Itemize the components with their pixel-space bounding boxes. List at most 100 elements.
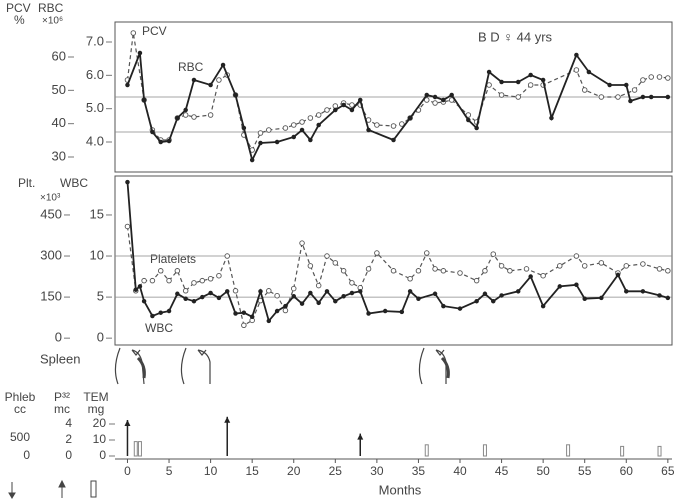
y-unit: ×10³ bbox=[40, 193, 61, 204]
data-point bbox=[457, 306, 463, 311]
data-point bbox=[390, 123, 397, 129]
arrow-head bbox=[224, 416, 231, 423]
data-point bbox=[432, 94, 438, 100]
data-point bbox=[432, 266, 438, 272]
data-point bbox=[333, 107, 338, 113]
x-tick-label: 30 bbox=[370, 464, 384, 478]
series-line bbox=[126, 52, 668, 163]
data-point bbox=[424, 97, 430, 103]
data-point bbox=[540, 77, 546, 83]
y2-label: WBC bbox=[60, 176, 88, 190]
tem-bar bbox=[424, 444, 429, 457]
spleen-label: Spleen bbox=[40, 351, 80, 366]
data-point bbox=[490, 251, 497, 257]
data-point bbox=[466, 117, 471, 123]
y-tick-label: 4.0 bbox=[86, 133, 104, 148]
data-point bbox=[333, 298, 338, 304]
data-point bbox=[615, 272, 621, 278]
data-point bbox=[482, 291, 488, 297]
data-point bbox=[624, 82, 629, 88]
data-point bbox=[628, 98, 633, 104]
data-point bbox=[640, 94, 646, 100]
data-point bbox=[137, 284, 143, 289]
data-point bbox=[299, 127, 305, 133]
y-tick-label: 15 bbox=[90, 206, 104, 221]
x-tick-label: 60 bbox=[620, 464, 634, 478]
data-point bbox=[241, 310, 247, 315]
data-point bbox=[582, 296, 587, 301]
data-point bbox=[199, 277, 206, 284]
data-point bbox=[220, 62, 226, 68]
y-tick-label: 0 bbox=[65, 448, 72, 462]
data-point bbox=[366, 127, 371, 133]
data-point bbox=[648, 94, 654, 100]
data-point bbox=[175, 115, 180, 121]
data-point bbox=[615, 94, 621, 100]
data-point bbox=[308, 290, 313, 296]
data-point bbox=[407, 275, 413, 282]
data-point bbox=[274, 292, 280, 299]
y-tick-label: 6.0 bbox=[86, 67, 104, 82]
arrow-head bbox=[357, 433, 364, 440]
data-point bbox=[656, 74, 663, 80]
data-point bbox=[540, 303, 546, 309]
data-point bbox=[598, 94, 605, 100]
data-point bbox=[474, 298, 479, 304]
data-point bbox=[416, 296, 421, 301]
axis-label: TEM bbox=[83, 390, 108, 404]
data-point bbox=[486, 69, 492, 75]
data-point bbox=[424, 250, 430, 256]
data-point bbox=[158, 310, 163, 315]
data-point bbox=[598, 260, 605, 266]
data-point bbox=[315, 112, 322, 118]
data-point bbox=[324, 107, 330, 113]
data-point bbox=[137, 50, 143, 56]
data-point bbox=[299, 119, 305, 125]
tem-bar bbox=[482, 444, 487, 457]
data-point bbox=[315, 282, 322, 289]
x-tick-label: 45 bbox=[495, 464, 509, 478]
data-point bbox=[491, 298, 496, 304]
data-point bbox=[274, 139, 280, 145]
data-point bbox=[299, 301, 305, 306]
y-tick-label: 10 bbox=[90, 247, 104, 262]
data-point bbox=[249, 314, 255, 320]
data-point bbox=[191, 114, 197, 120]
series-label: Platelets bbox=[150, 252, 196, 266]
data-point bbox=[324, 253, 330, 259]
data-point bbox=[581, 87, 588, 93]
data-point bbox=[290, 285, 297, 292]
x-tick-label: 0 bbox=[124, 464, 131, 478]
data-point bbox=[283, 303, 288, 309]
y-tick-label: 5.0 bbox=[86, 100, 104, 115]
data-point bbox=[266, 127, 272, 133]
y2-label: RBC bbox=[38, 1, 64, 15]
data-point bbox=[640, 261, 646, 267]
data-point bbox=[665, 268, 671, 274]
y-tick-label: 60 bbox=[52, 48, 66, 63]
y-tick-label: 30 bbox=[52, 148, 66, 163]
data-point bbox=[424, 92, 430, 98]
data-point bbox=[150, 129, 155, 135]
data-point bbox=[183, 296, 188, 301]
data-point bbox=[499, 293, 504, 298]
data-point bbox=[266, 288, 272, 294]
series-label: PCV bbox=[142, 24, 167, 38]
data-point bbox=[449, 92, 454, 98]
y2-unit: ×10⁶ bbox=[42, 16, 63, 27]
y-tick-label: 0 bbox=[97, 330, 104, 345]
tem-bar bbox=[657, 445, 662, 457]
tem-bar bbox=[137, 441, 142, 457]
x-tick-label: 5 bbox=[166, 464, 173, 478]
series-line bbox=[126, 32, 668, 152]
y-tick-label: 4 bbox=[65, 416, 72, 430]
y-tick-label: 10 bbox=[93, 432, 107, 446]
data-point bbox=[208, 82, 213, 88]
spleen-icon bbox=[136, 356, 146, 379]
data-point bbox=[224, 253, 230, 259]
data-point bbox=[607, 82, 612, 88]
y-tick-label: 300 bbox=[40, 247, 62, 262]
data-point bbox=[574, 52, 579, 58]
y-tick-label: 50 bbox=[52, 82, 66, 97]
